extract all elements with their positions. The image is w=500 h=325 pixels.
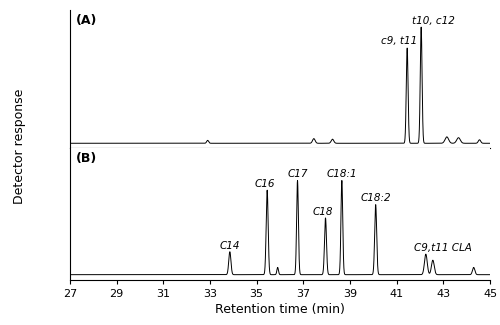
Text: t10, c12: t10, c12 [412,16,455,26]
Text: (A): (A) [76,14,98,27]
Text: C17: C17 [287,169,308,179]
X-axis label: Retention time (min): Retention time (min) [215,303,345,316]
Text: C18:1: C18:1 [326,169,357,179]
Text: C18: C18 [313,207,334,217]
Text: Detector response: Detector response [14,88,26,204]
Text: (B): (B) [76,152,98,165]
Text: c9, t11: c9, t11 [381,36,417,46]
Text: C9,t11 CLA: C9,t11 CLA [414,243,472,253]
Text: C14: C14 [220,240,240,251]
Text: C18:2: C18:2 [360,193,391,203]
Text: C16: C16 [254,179,275,189]
